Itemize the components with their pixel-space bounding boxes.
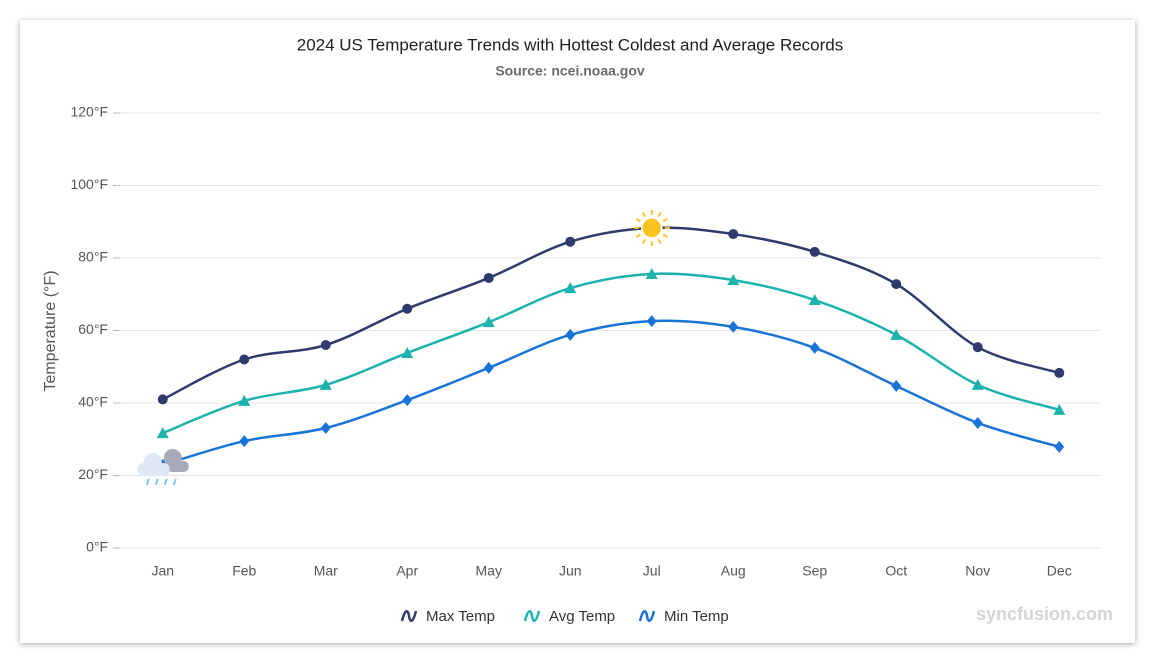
marker (728, 320, 739, 333)
marker (891, 279, 902, 290)
sun-ray (635, 233, 641, 238)
x-tick-label: Jan (151, 563, 174, 579)
marker (565, 328, 576, 341)
sun-ray (657, 211, 662, 218)
marker (157, 394, 168, 405)
marker (238, 394, 251, 406)
line (162, 272, 1060, 435)
marker (808, 294, 821, 306)
y-tick-label: 120°F (70, 104, 108, 120)
marker (239, 435, 250, 448)
sun-ray (635, 218, 641, 223)
chart-subtitle: Source: ncei.noaa.gov (495, 63, 645, 79)
legend-label: Min Temp (664, 608, 729, 625)
sun (641, 217, 663, 239)
y-tick-label: 0°F (86, 539, 108, 555)
y-axis-label: Temperature (°F) (42, 270, 59, 391)
coldest-icon (137, 448, 189, 486)
line (162, 226, 1060, 401)
marker (482, 316, 495, 328)
x-tick-label: Feb (232, 563, 256, 579)
marker (483, 361, 494, 374)
x-tick-label: Nov (965, 563, 990, 579)
marker (1054, 367, 1065, 378)
sun-ray (662, 233, 668, 238)
rain (154, 478, 159, 486)
marker (646, 315, 657, 328)
y-tick-label: 60°F (78, 321, 108, 337)
marker (971, 378, 984, 390)
marker (891, 379, 902, 392)
x-tick-label: Apr (396, 563, 418, 579)
y-tick-label: 40°F (78, 394, 108, 410)
chart-title: 2024 US Temperature Trends with Hottest … (297, 35, 844, 54)
marker (809, 341, 820, 354)
legend-icon (523, 610, 541, 622)
marker (972, 416, 983, 429)
marker (1054, 440, 1065, 453)
x-tick-label: Sep (802, 563, 827, 579)
marker (728, 229, 739, 240)
rain (163, 478, 168, 486)
marker (890, 328, 903, 340)
x-tick-label: Jul (643, 563, 661, 579)
marker (645, 267, 658, 279)
card (20, 20, 1135, 643)
marker (564, 282, 577, 294)
marker (320, 340, 331, 350)
sun-ray (641, 211, 647, 218)
y-tick-label: 20°F (78, 466, 108, 482)
rain (145, 478, 150, 486)
legend-label: Max Temp (426, 608, 495, 625)
marker (483, 272, 494, 283)
legend-icon (638, 610, 656, 622)
legend-icon (400, 610, 418, 622)
marker (239, 354, 250, 365)
marker (156, 427, 169, 439)
sun-ray (641, 238, 647, 245)
marker (320, 422, 331, 435)
marker (809, 246, 820, 257)
x-tick-label: Aug (721, 563, 746, 579)
sun-ray (657, 238, 662, 245)
marker (565, 236, 576, 247)
x-tick-label: Dec (1047, 563, 1072, 579)
legend-label: Avg Temp (549, 608, 615, 625)
marker (972, 342, 983, 353)
cloud (166, 460, 189, 472)
marker (402, 303, 413, 314)
x-tick-label: Jun (559, 563, 582, 579)
line (162, 319, 1060, 467)
y-tick-label: 100°F (70, 176, 108, 192)
marker (319, 378, 332, 390)
marker (1053, 403, 1066, 415)
rain (172, 478, 177, 486)
marker (402, 394, 413, 407)
x-tick-label: May (476, 563, 502, 579)
marker (401, 346, 414, 358)
watermark: syncfusion.com (976, 604, 1113, 624)
x-tick-label: Mar (314, 563, 338, 579)
marker (727, 274, 740, 286)
cloud (137, 462, 170, 476)
sun-ray (662, 218, 668, 223)
y-tick-label: 80°F (78, 249, 108, 265)
x-tick-label: Oct (885, 563, 907, 579)
hottest-icon (633, 209, 670, 246)
